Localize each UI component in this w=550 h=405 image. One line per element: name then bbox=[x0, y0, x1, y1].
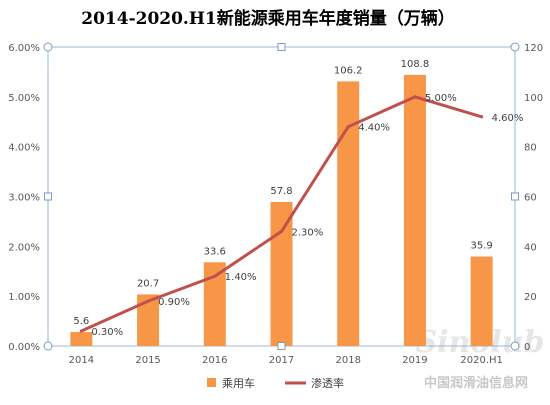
y-right-tick-label: 60 bbox=[524, 193, 537, 204]
line-value-label: 0.90% bbox=[158, 297, 190, 308]
bar bbox=[337, 81, 360, 346]
edge-handle bbox=[511, 192, 519, 201]
y-left-tick-label: 5.00% bbox=[8, 93, 40, 104]
bar-value-label: 20.7 bbox=[137, 278, 159, 289]
y-right-tick-label: 80 bbox=[524, 143, 537, 154]
x-tick-label: 2020.H1 bbox=[460, 355, 503, 366]
x-tick-label: 2017 bbox=[269, 355, 294, 366]
line-point bbox=[79, 329, 83, 333]
x-axis: 2014 2015 2016 2017 2018 2019 2020.H1 bbox=[69, 355, 503, 366]
edge-handle bbox=[44, 192, 52, 201]
legend-swatch-bar bbox=[207, 378, 216, 387]
bar bbox=[270, 201, 293, 346]
y-left-tick-label: 3.00% bbox=[8, 193, 40, 204]
bar-value-label: 33.6 bbox=[204, 246, 226, 257]
bar-series: 5.6 20.7 33.6 57.8 106.2 108.8 35.9 bbox=[70, 59, 493, 346]
line-point bbox=[346, 125, 350, 129]
line-value-label: 4.60% bbox=[492, 113, 524, 124]
x-tick-label: 2015 bbox=[135, 355, 160, 366]
edge-handle bbox=[277, 342, 286, 350]
y-right-tick-label: 100 bbox=[524, 93, 543, 104]
y-right-tick-label: 120 bbox=[524, 43, 543, 54]
line-point bbox=[413, 95, 417, 99]
corner-handle bbox=[43, 42, 53, 52]
line-value-label: 5.00% bbox=[425, 93, 457, 104]
line-point bbox=[213, 274, 217, 278]
y-left-tick-label: 6.00% bbox=[8, 43, 40, 54]
corner-handle bbox=[43, 341, 53, 351]
bar bbox=[70, 332, 93, 346]
line-value-label: 2.30% bbox=[292, 227, 324, 238]
bar bbox=[203, 262, 226, 346]
bar bbox=[137, 294, 160, 346]
line-value-label: 4.40% bbox=[358, 123, 390, 134]
y-left-tick-label: 1.00% bbox=[8, 292, 40, 303]
x-tick-label: 2016 bbox=[202, 355, 227, 366]
y-left-tick-label: 4.00% bbox=[8, 143, 40, 154]
edge-handle bbox=[277, 43, 286, 51]
y-right-tick-label: 0 bbox=[524, 342, 530, 353]
bar-value-label: 57.8 bbox=[270, 186, 292, 197]
line-series: 0.30% 0.90% 1.40% 2.30% 4.40% 5.00% 4.60% bbox=[79, 93, 524, 338]
line-point bbox=[480, 115, 484, 119]
y-right-tick-label: 40 bbox=[524, 242, 537, 253]
y-left-tick-label: 0.00% bbox=[8, 342, 40, 353]
bar-value-label: 108.8 bbox=[401, 59, 430, 70]
legend-label-line: 渗透率 bbox=[311, 376, 344, 390]
corner-handle bbox=[510, 341, 520, 351]
bar-value-label: 5.6 bbox=[73, 316, 89, 327]
y-axis-right: 0 20 40 60 80 100 120 bbox=[524, 43, 543, 353]
legend: 乘用车 渗透率 bbox=[207, 376, 344, 390]
legend-label-bar: 乘用车 bbox=[222, 376, 255, 390]
watermark-site-text: 中国润滑油信息网 bbox=[424, 375, 528, 391]
selection-handles bbox=[43, 42, 520, 351]
bar bbox=[470, 256, 493, 346]
x-tick-label: 2018 bbox=[335, 355, 360, 366]
line-point bbox=[146, 299, 150, 303]
x-tick-label: 2014 bbox=[69, 355, 94, 366]
line-point bbox=[280, 229, 283, 233]
y-axis-left: 0.00% 1.00% 2.00% 3.00% 4.00% 5.00% 6.00% bbox=[8, 43, 40, 353]
bar bbox=[403, 74, 426, 346]
bar-value-label: 35.9 bbox=[471, 241, 493, 252]
x-tick-label: 2019 bbox=[402, 355, 427, 366]
y-right-tick-label: 20 bbox=[524, 292, 537, 303]
line-value-label: 0.30% bbox=[91, 327, 123, 338]
line-value-label: 1.40% bbox=[225, 272, 257, 283]
bar-value-label: 106.2 bbox=[334, 65, 363, 76]
y-left-tick-label: 2.00% bbox=[8, 242, 40, 253]
corner-handle bbox=[510, 42, 520, 52]
chart-title: 2014-2020.H1新能源乘用车年度销量（万辆） bbox=[81, 8, 455, 29]
